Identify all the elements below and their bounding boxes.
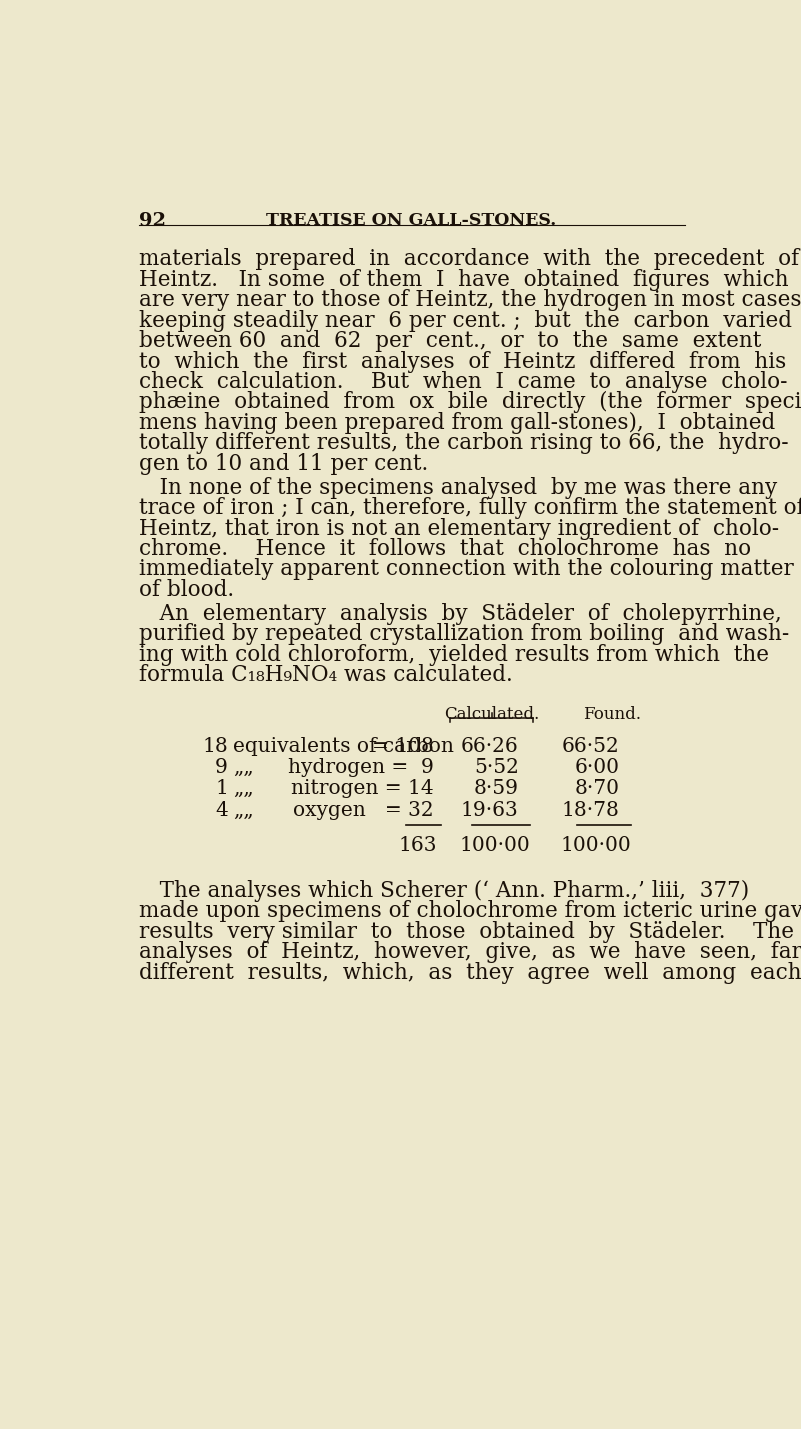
Text: 163: 163 (399, 836, 437, 855)
Text: 1: 1 (215, 779, 228, 799)
Text: different  results,  which,  as  they  agree  well  among  each: different results, which, as they agree … (139, 962, 801, 983)
Text: 5·52: 5·52 (473, 759, 518, 777)
Text: 66·52: 66·52 (562, 737, 619, 756)
Text: mens having been prepared from gall-stones),  I  obtained: mens having been prepared from gall-ston… (139, 412, 775, 434)
Text: Heintz, that iron is not an elementary ingredient of  cholo-: Heintz, that iron is not an elementary i… (139, 517, 779, 540)
Text: between 60  and  62  per  cent.,  or  to  the  same  extent: between 60 and 62 per cent., or to the s… (139, 330, 761, 352)
Text: formula C₁₈H₉NO₄ was calculated.: formula C₁₈H₉NO₄ was calculated. (139, 664, 513, 686)
Text: In none of the specimens analysed  by me was there any: In none of the specimens analysed by me … (139, 477, 777, 499)
Text: are very near to those of Heintz, the hydrogen in most cases: are very near to those of Heintz, the hy… (139, 289, 801, 312)
Text: results  very similar  to  those  obtained  by  Städeler.    The: results very similar to those obtained b… (139, 920, 794, 943)
Text: chrome.    Hence  it  follows  that  cholochrome  has  no: chrome. Hence it follows that cholochrom… (139, 537, 751, 560)
Text: TREATISE ON GALL-STONES.: TREATISE ON GALL-STONES. (266, 211, 556, 229)
Text: 6·00: 6·00 (574, 759, 619, 777)
Text: 9: 9 (215, 759, 228, 777)
Text: „„: „„ (233, 800, 254, 820)
Text: 66·26: 66·26 (461, 737, 518, 756)
Text: 19·63: 19·63 (461, 800, 518, 820)
Text: analyses  of  Heintz,  however,  give,  as  we  have  seen,  far: analyses of Heintz, however, give, as we… (139, 942, 801, 963)
Text: „„: „„ (233, 759, 254, 777)
Text: The analyses which Scherer (‘ Ann. Pharm.,’ liii,  377): The analyses which Scherer (‘ Ann. Pharm… (139, 880, 749, 902)
Text: 18: 18 (202, 737, 228, 756)
Text: equivalents of carbon: equivalents of carbon (233, 737, 454, 756)
Text: Heintz.   In some  of them  I  have  obtained  figures  which: Heintz. In some of them I have obtained … (139, 269, 788, 292)
Text: totally different results, the carbon rising to 66, the  hydro-: totally different results, the carbon ri… (139, 432, 788, 454)
Text: hydrogen =  9: hydrogen = 9 (288, 759, 433, 777)
Text: Calculated.: Calculated. (444, 706, 539, 723)
Text: keeping steadily near  6 per cent. ;  but  the  carbon  varied: keeping steadily near 6 per cent. ; but … (139, 310, 792, 332)
Text: made upon specimens of cholochrome from icteric urine gave: made upon specimens of cholochrome from … (139, 900, 801, 922)
Text: gen to 10 and 11 per cent.: gen to 10 and 11 per cent. (139, 453, 428, 474)
Text: 8·59: 8·59 (473, 779, 518, 799)
Text: trace of iron ; I can, therefore, fully confirm the statement of: trace of iron ; I can, therefore, fully … (139, 497, 801, 519)
Text: 92: 92 (139, 211, 166, 230)
Text: 100·00: 100·00 (460, 836, 530, 855)
Text: materials  prepared  in  accordance  with  the  precedent  of: materials prepared in accordance with th… (139, 249, 799, 270)
Text: 100·00: 100·00 (560, 836, 631, 855)
Text: = 108: = 108 (372, 737, 433, 756)
Text: phæine  obtained  from  ox  bile  directly  (the  former  speci-: phæine obtained from ox bile directly (t… (139, 392, 801, 413)
Text: to  which  the  first  analyses  of  Heintz  differed  from  his: to which the first analyses of Heintz di… (139, 350, 786, 373)
Text: check  calculation.    But  when  I  came  to  analyse  cholo-: check calculation. But when I came to an… (139, 372, 787, 393)
Text: 4: 4 (215, 800, 228, 820)
Text: immediately apparent connection with the colouring matter: immediately apparent connection with the… (139, 559, 794, 580)
Text: „„: „„ (233, 779, 254, 799)
Text: nitrogen = 14: nitrogen = 14 (291, 779, 433, 799)
Text: purified by repeated crystallization from boiling  and wash-: purified by repeated crystallization fro… (139, 623, 789, 646)
Text: 8·70: 8·70 (574, 779, 619, 799)
Text: oxygen   = 32: oxygen = 32 (292, 800, 433, 820)
Text: of blood.: of blood. (139, 579, 234, 600)
Text: 18·78: 18·78 (562, 800, 619, 820)
Text: An  elementary  analysis  by  Städeler  of  cholepyrrhine,: An elementary analysis by Städeler of ch… (139, 603, 782, 624)
Text: ing with cold chloroform,  yielded results from which  the: ing with cold chloroform, yielded result… (139, 644, 769, 666)
Text: Found.: Found. (582, 706, 641, 723)
